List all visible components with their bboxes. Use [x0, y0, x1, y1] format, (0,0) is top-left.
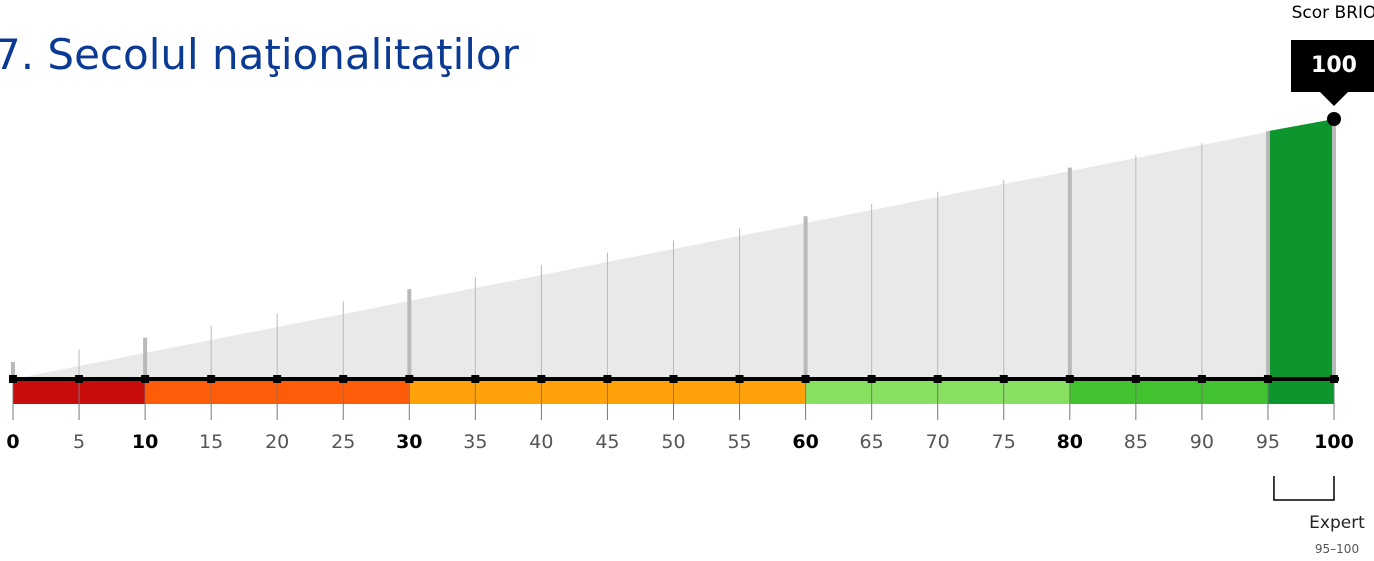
tick-label-30: 30	[396, 431, 422, 453]
tick-label-75: 75	[992, 431, 1016, 453]
tick-label-100: 100	[1314, 431, 1354, 453]
tick-labels: 0 5 10 15 20 25 30 35 40 45 50 55 60 65 70 75 80 85 90 95 10…	[6, 431, 1353, 453]
tick-label-10: 10	[132, 431, 158, 453]
tick-label-5: 5	[73, 431, 85, 453]
axis-marker-45	[603, 375, 612, 383]
tick-label-0: 0	[6, 431, 19, 453]
axis-marker-15	[207, 375, 216, 383]
axis-marker-20	[273, 375, 282, 383]
tick-label-15: 15	[199, 431, 223, 453]
axis-marker-50	[669, 375, 678, 383]
tick-label-45: 45	[595, 431, 619, 453]
band-80-95	[1069, 380, 1268, 404]
axis-marker-5	[75, 375, 84, 383]
score-value-box: 100	[1291, 40, 1374, 92]
tick-label-85: 85	[1124, 431, 1148, 453]
level-bracket-line	[1273, 476, 1335, 501]
score-bands	[12, 379, 1335, 420]
page-title: 7. Secolul naţionalitaţilor	[0, 30, 519, 79]
axis-marker-70	[933, 375, 942, 383]
tick-label-55: 55	[727, 431, 751, 453]
axis-marker-40	[537, 375, 546, 383]
score-dot	[1327, 112, 1341, 126]
tick-label-70: 70	[926, 431, 950, 453]
tick-label-60: 60	[792, 431, 818, 453]
tick-label-50: 50	[661, 431, 685, 453]
tick-label-95: 95	[1256, 431, 1280, 453]
axis-marker-90	[1197, 375, 1206, 383]
tick-label-35: 35	[463, 431, 487, 453]
level-bracket	[1273, 476, 1335, 501]
axis-marker-85	[1131, 375, 1140, 383]
tick-label-65: 65	[860, 431, 884, 453]
axis-marker-80	[1065, 375, 1074, 383]
axis-marker-75	[999, 375, 1008, 383]
gridlines	[11, 119, 1336, 379]
band-95-100	[1267, 380, 1334, 404]
axis-marker-65	[867, 375, 876, 383]
tick-label-20: 20	[265, 431, 289, 453]
axis-marker-35	[471, 375, 480, 383]
axis-marker-30	[405, 375, 414, 383]
score-area	[1267, 119, 1334, 379]
axis-marker-25	[339, 375, 348, 383]
score-pointer	[1320, 92, 1348, 106]
tick-label-90: 90	[1190, 431, 1214, 453]
axis-marker-10	[141, 375, 150, 383]
axis-marker-60	[801, 375, 810, 383]
tick-label-80: 80	[1057, 431, 1083, 453]
tick-label-25: 25	[331, 431, 355, 453]
score-label: Scor BRIO	[1291, 3, 1374, 23]
level-label: Expert	[1309, 513, 1365, 533]
axis-marker-100	[1330, 375, 1338, 383]
score-axis	[9, 112, 1341, 383]
axis-marker-95	[1263, 375, 1272, 383]
tick-label-40: 40	[529, 431, 553, 453]
axis-marker-0	[9, 375, 17, 383]
level-range: 95–100	[1314, 542, 1360, 556]
axis-marker-55	[735, 375, 744, 383]
